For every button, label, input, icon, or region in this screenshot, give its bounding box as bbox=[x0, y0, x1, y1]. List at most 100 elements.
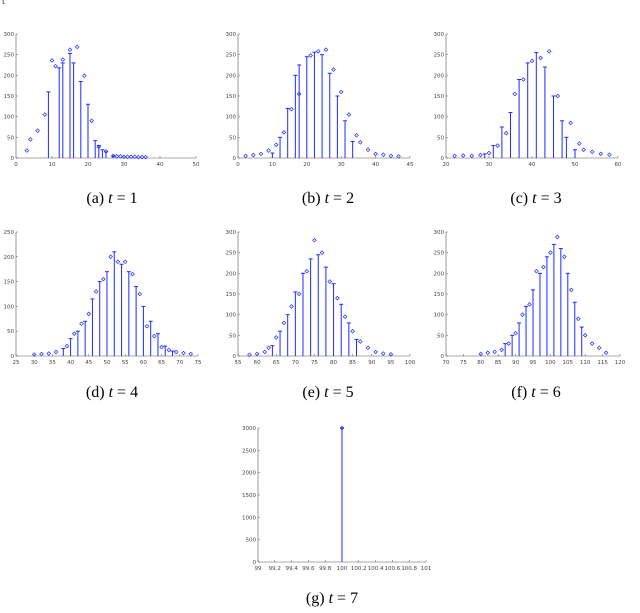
y-tick-label: 50 bbox=[7, 329, 14, 335]
x-tick-label: 90 bbox=[512, 360, 519, 366]
y-tick-label: 150 bbox=[4, 280, 15, 286]
data-point bbox=[39, 351, 44, 357]
stem-plot: 0 50 100 150 200 250 25 30 35 40 45 50 55 60 65 70 75 bbox=[4, 230, 202, 366]
corner-mark: t bbox=[2, 0, 5, 7]
x-tick-label: 40 bbox=[67, 360, 74, 366]
data-point bbox=[346, 112, 352, 117]
data-point bbox=[96, 144, 102, 150]
y-tick-label: 150 bbox=[226, 292, 237, 298]
x-tick-label: 55 bbox=[122, 360, 129, 366]
x-tick-label: 115 bbox=[597, 360, 608, 366]
x-tick-label: 70 bbox=[176, 360, 183, 366]
y-tick-label: 50 bbox=[437, 333, 444, 339]
data-point bbox=[67, 47, 73, 53]
data-point bbox=[173, 349, 179, 355]
y-tick-label: 1000 bbox=[242, 515, 256, 521]
data-point bbox=[103, 149, 109, 154]
y-tick-label: 0 bbox=[233, 354, 237, 360]
data-point bbox=[114, 154, 120, 159]
data-point bbox=[137, 291, 143, 297]
x-tick-label: 45 bbox=[407, 162, 414, 168]
y-tick-label: 250 bbox=[434, 53, 445, 59]
caption-e: (e) t = 5 bbox=[302, 384, 354, 401]
x-tick-label: 60 bbox=[254, 360, 261, 366]
data-point bbox=[289, 304, 294, 309]
data-point bbox=[46, 351, 52, 356]
y-tick-label: 50 bbox=[229, 135, 236, 141]
data-point bbox=[503, 130, 509, 136]
y-tick-label: 100 bbox=[4, 304, 15, 310]
data-point bbox=[373, 151, 378, 157]
data-point bbox=[513, 330, 518, 336]
data-point bbox=[247, 352, 252, 358]
x-tick-label: 30 bbox=[31, 360, 38, 366]
y-tick-label: 100 bbox=[4, 115, 15, 121]
x-tick-label: 35 bbox=[49, 360, 56, 366]
data-point bbox=[380, 351, 386, 356]
data-point bbox=[492, 349, 498, 355]
x-tick-label: 85 bbox=[495, 360, 502, 366]
data-point bbox=[266, 345, 271, 351]
data-point bbox=[89, 118, 94, 124]
y-tick-label: 250 bbox=[434, 251, 445, 257]
data-point bbox=[358, 139, 363, 145]
y-tick-label: 200 bbox=[434, 73, 445, 79]
x-tick-label: 99.2 bbox=[269, 566, 281, 572]
x-tick-label: 55 bbox=[235, 360, 242, 366]
y-tick-label: 150 bbox=[4, 94, 15, 100]
data-point bbox=[128, 154, 134, 160]
caption-d: (d) t = 4 bbox=[85, 384, 139, 401]
y-tick-label: 250 bbox=[226, 251, 237, 257]
data-point bbox=[546, 49, 552, 54]
x-tick-label: 105 bbox=[563, 360, 574, 366]
data-point bbox=[331, 67, 336, 72]
data-point bbox=[74, 44, 80, 50]
x-tick-label: 30 bbox=[486, 162, 493, 168]
x-tick-label: 20 bbox=[85, 162, 92, 168]
data-point bbox=[339, 425, 345, 431]
data-point bbox=[342, 314, 348, 320]
y-tick-label: 300 bbox=[226, 230, 237, 236]
x-tick-label: 80 bbox=[477, 360, 484, 366]
data-point bbox=[296, 91, 302, 97]
y-tick-label: 200 bbox=[4, 255, 15, 261]
data-point bbox=[319, 250, 325, 255]
data-point bbox=[304, 268, 310, 274]
stem-plot: 0 50 100 150 200 250 300 0 10 20 30 40 50 bbox=[4, 32, 200, 168]
data-point bbox=[53, 349, 59, 355]
chart-panel-e: 0 50 100 150 200 250 300 55 60 65 70 75 80 85 90 95 100 bbox=[224, 228, 416, 368]
y-tick-label: 300 bbox=[226, 32, 237, 38]
x-tick-label: 99 bbox=[255, 566, 262, 572]
data-point bbox=[60, 57, 66, 62]
data-point bbox=[603, 350, 609, 355]
data-point bbox=[122, 259, 128, 265]
data-point bbox=[469, 153, 475, 159]
chart-panel-f: 0 50 100 150 200 250 300 70 75 80 85 90 95 100 105 110 1… bbox=[432, 228, 626, 368]
x-tick-label: 99.8 bbox=[319, 566, 332, 572]
data-point bbox=[266, 148, 271, 153]
stem-plot: 0 50 100 150 200 250 300 0 10 20 30 40 45 bbox=[226, 32, 414, 168]
y-tick-label: 250 bbox=[4, 230, 15, 236]
data-point bbox=[130, 271, 135, 277]
x-tick-label: 10 bbox=[269, 162, 276, 168]
data-point bbox=[568, 287, 574, 293]
data-point bbox=[125, 154, 130, 160]
y-tick-label: 2000 bbox=[242, 471, 256, 477]
y-tick-label: 300 bbox=[4, 32, 15, 38]
data-point bbox=[159, 344, 164, 350]
x-tick-label: 110 bbox=[580, 360, 591, 366]
data-point bbox=[28, 137, 33, 142]
data-point bbox=[35, 128, 40, 134]
data-point bbox=[512, 91, 518, 97]
data-point bbox=[296, 291, 302, 297]
caption-b: (b) t = 2 bbox=[301, 190, 355, 207]
x-tick-label: 70 bbox=[443, 360, 450, 366]
x-tick-label: 65 bbox=[158, 360, 165, 366]
data-point bbox=[315, 49, 321, 54]
data-point bbox=[188, 351, 194, 357]
data-point bbox=[582, 333, 588, 338]
data-point bbox=[132, 154, 138, 160]
data-point bbox=[388, 352, 394, 357]
caption-g: (g) t = 7 bbox=[305, 590, 359, 607]
data-point bbox=[541, 264, 546, 270]
